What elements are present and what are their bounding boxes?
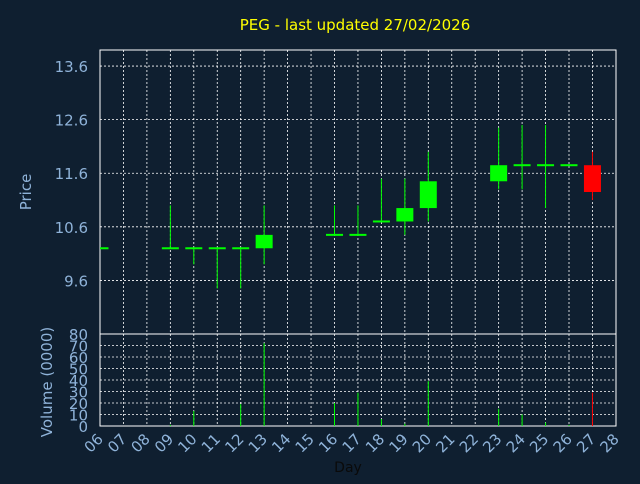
day-tick-label: 11 (198, 430, 224, 456)
day-tick-label: 28 (596, 430, 622, 456)
candle-body (208, 247, 226, 250)
day-tick-label: 10 (174, 430, 200, 456)
candle-body (396, 208, 414, 222)
candle-body (513, 164, 531, 167)
day-tick-label: 14 (268, 430, 294, 456)
day-tick-label: 07 (104, 430, 130, 456)
volume-tick-label: 60 (69, 349, 88, 367)
volume-tick-label: 80 (69, 326, 88, 344)
candle-body (349, 233, 367, 236)
price-axis-label: Price (17, 174, 35, 211)
day-tick-label: 13 (245, 430, 271, 456)
day-tick-label: 23 (479, 430, 505, 456)
candle-body (232, 247, 250, 250)
volume-tick-label: 10 (69, 407, 88, 425)
volume-tick-label: 70 (69, 338, 88, 356)
candle-body (100, 247, 109, 250)
price-tick-label: 11.6 (55, 165, 88, 183)
volume-panel: 0102030405060708006070809101112131415161… (69, 326, 623, 456)
candle-body (583, 165, 601, 192)
day-tick-label: 24 (503, 430, 529, 456)
volume-tick-label: 20 (69, 395, 88, 413)
price-tick-label: 9.6 (64, 272, 88, 290)
day-tick-label: 26 (550, 430, 576, 456)
volume-tick-label: 50 (69, 361, 88, 379)
day-tick-label: 16 (315, 430, 341, 456)
volume-tick-label: 0 (78, 418, 88, 436)
day-tick-label: 17 (339, 430, 365, 456)
day-tick-label: 18 (362, 430, 388, 456)
day-tick-label: 15 (292, 430, 318, 456)
price-tick-label: 10.6 (55, 219, 88, 237)
candle-body (419, 181, 437, 209)
day-tick-label: 25 (526, 430, 552, 456)
candle-body (560, 164, 578, 167)
volume-tick-label: 40 (69, 372, 88, 390)
day-tick-label: 20 (409, 430, 435, 456)
volume-axis-label: Volume (0000) (38, 327, 56, 437)
candle-body (185, 247, 203, 250)
volume-tick-label: 30 (69, 384, 88, 402)
candle-body (326, 233, 343, 236)
day-tick-label: 22 (456, 430, 482, 456)
candle-body (537, 164, 555, 167)
day-axis-label: Day (334, 460, 362, 476)
day-tick-label: 21 (432, 430, 458, 456)
price-panel: 9.6 10.6 11.6 12.6 13.6 (55, 49, 617, 335)
candle-body (161, 247, 179, 250)
day-tick-label: 27 (573, 430, 599, 456)
price-tick-label: 13.6 (55, 58, 88, 76)
price-tick-label: 12.6 (55, 112, 88, 130)
day-tick-label: 09 (151, 430, 177, 456)
day-tick-label: 08 (127, 430, 153, 456)
candle-body (255, 234, 273, 249)
day-tick-label: 19 (385, 430, 411, 456)
day-tick-label: 12 (221, 430, 247, 456)
candle-body (490, 165, 508, 182)
chart-title: PEG - last updated 27/02/2026 (240, 16, 471, 34)
candle-body (372, 220, 390, 223)
